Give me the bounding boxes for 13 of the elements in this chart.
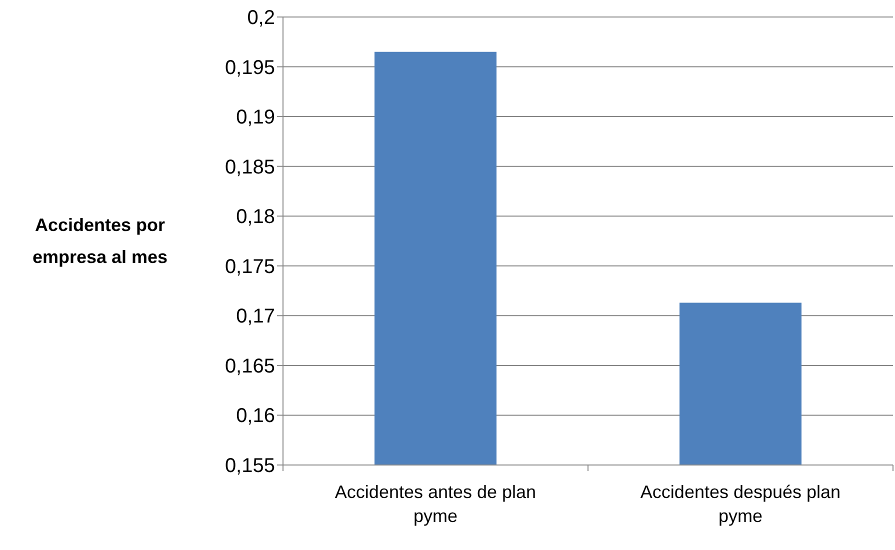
x-tick-label: Accidentes después plan pyme — [640, 482, 841, 526]
y-axis-title: Accidentes por empresa al mes — [32, 215, 168, 267]
y-tick-label: 0,155 — [224, 455, 275, 477]
y-tick-label: 0,17 — [236, 306, 275, 328]
y-tick-label: 0,2 — [247, 7, 275, 29]
y-tick-label: 0,19 — [236, 106, 275, 129]
y-tick-label: 0,16 — [236, 405, 275, 428]
y-tick-label: 0,18 — [236, 206, 275, 228]
y-tick-label: 0,195 — [224, 56, 275, 79]
y-tick-label: 0,165 — [224, 355, 275, 378]
x-tick-label: Accidentes antes de plan pyme — [334, 482, 536, 526]
y-tick-label: 0,175 — [224, 256, 275, 278]
y-tick-label: 0,185 — [224, 156, 275, 178]
